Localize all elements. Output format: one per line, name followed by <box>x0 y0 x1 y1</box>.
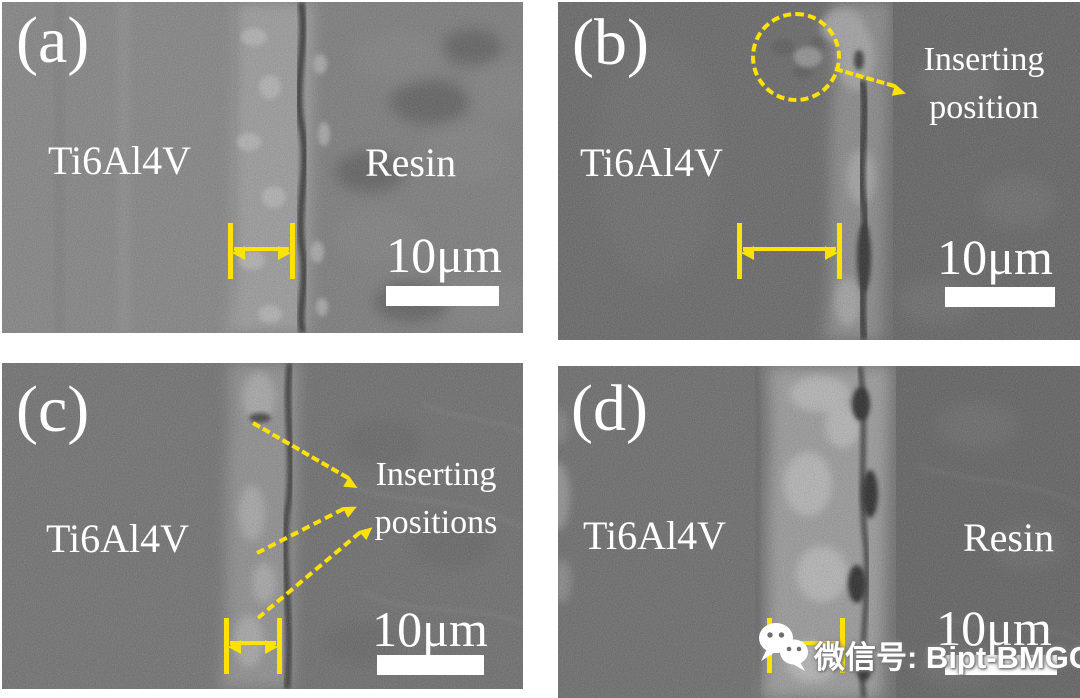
marker-tick-right <box>840 618 845 673</box>
panel-label: (a) <box>16 4 90 77</box>
material-label-ti6al4v: Ti6Al4V <box>48 138 192 183</box>
sem-micrograph-a <box>2 2 523 333</box>
material-label-ti6al4v: Ti6Al4V <box>580 140 724 185</box>
scale-bar <box>945 287 1055 307</box>
panel-a: (a) Ti6Al4V Resin 10μm <box>2 2 523 333</box>
scale-label: 10μm <box>386 227 502 283</box>
material-label-ti6al4v: Ti6Al4V <box>583 513 727 558</box>
material-label-resin: Resin <box>963 515 1055 560</box>
material-label-resin: Resin <box>365 140 457 185</box>
material-label-ti6al4v: Ti6Al4V <box>46 516 190 561</box>
dashed-circle-annotation <box>751 12 841 102</box>
sem-micrograph-d <box>558 366 1080 698</box>
watermark-text: 微信号: Bipt-BMGC <box>814 640 1080 675</box>
double-arrow <box>232 246 291 260</box>
panel-label: (d) <box>571 372 648 445</box>
scale-bar <box>945 655 1057 675</box>
scale-label: 10μm <box>372 601 488 657</box>
scale-bar <box>386 286 499 306</box>
wechat-icon <box>759 623 808 671</box>
marker-tick-right <box>277 618 282 674</box>
scale-bar <box>377 655 484 675</box>
panel-label: (b) <box>572 6 649 79</box>
annotation-text: Inserting position <box>923 41 1045 126</box>
scale-label: 10μm <box>936 600 1052 656</box>
marker-tick-left <box>737 223 742 279</box>
panel-d: (d) Ti6Al4V Resin 10μm 微信号: Bipt-BMGC <box>558 366 1080 698</box>
marker-tick-left <box>224 618 229 674</box>
panel-label: (c) <box>16 373 90 446</box>
double-arrow <box>228 640 278 654</box>
marker-tick-left <box>228 223 233 279</box>
panel-b: (b) Ti6Al4V Inserting position 10μm <box>558 2 1080 340</box>
panel-c: (c) Ti6Al4V Inserting positions 10μm <box>2 363 523 689</box>
scale-label: 10μm <box>937 229 1053 285</box>
annotation-text: Inserting positions <box>374 456 498 541</box>
marker-tick-right <box>290 223 295 279</box>
marker-tick-right <box>837 223 842 279</box>
sem-micrograph-c <box>2 363 523 689</box>
double-arrow <box>741 246 838 260</box>
